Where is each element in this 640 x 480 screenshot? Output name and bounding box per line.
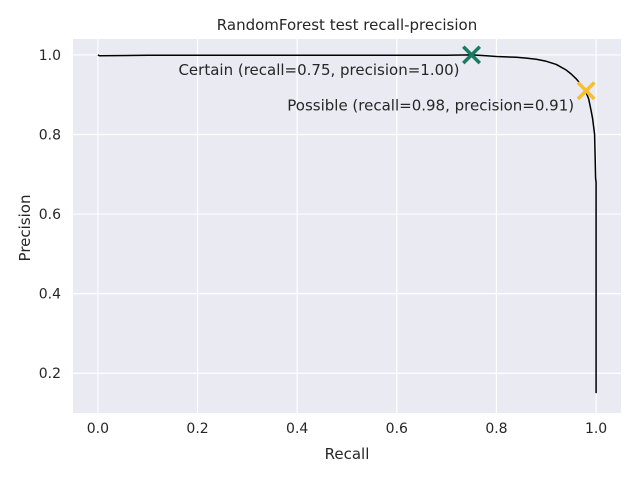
series-layer <box>97 54 597 394</box>
y-tick-label: 1.0 <box>39 48 61 64</box>
marker-0 <box>462 45 482 65</box>
markers-layer: Certain (recall=0.75, precision=1.00) Pos… <box>178 45 596 115</box>
y-axis-label: Precision <box>16 195 34 262</box>
plot-background <box>73 39 621 413</box>
x-tick-label: 0.8 <box>485 421 507 437</box>
x-tick-label: 0.2 <box>186 421 208 437</box>
x-axis-label: Recall <box>325 445 370 463</box>
x-tick-label: 0.6 <box>386 421 408 437</box>
y-tick-label: 0.2 <box>39 366 61 382</box>
marker-1 <box>576 81 596 101</box>
y-tick-label: 0.4 <box>39 287 61 303</box>
x-tick-label: 0.4 <box>286 421 308 437</box>
marker-annotation: Possible (recall=0.98, precision=0.91) <box>287 97 574 115</box>
marker-annotation: Certain (recall=0.75, precision=1.00) <box>178 61 459 79</box>
y-tick-labels: 0.2 0.4 0.6 0.8 1.0 <box>39 48 61 382</box>
y-tick-label: 0.6 <box>39 207 61 223</box>
chart-title: RandomForest test recall-precision <box>217 16 477 34</box>
precision-recall-curve <box>97 54 597 394</box>
x-tick-label: 1.0 <box>585 421 607 437</box>
x-tick-labels: 0.0 0.2 0.4 0.6 0.8 1.0 <box>87 421 607 437</box>
x-tick-label: 0.0 <box>87 421 109 437</box>
y-tick-label: 0.8 <box>39 127 61 143</box>
